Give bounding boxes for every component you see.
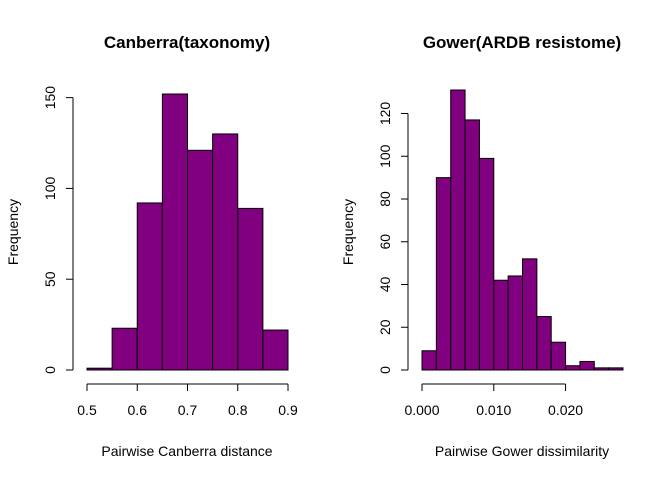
y-tick-label: 0 — [42, 366, 58, 374]
x-tick-label: 0.7 — [178, 402, 198, 418]
histogram-bar — [421, 350, 437, 371]
histogram-bar — [111, 327, 138, 371]
y-tick-label: 0 — [377, 366, 393, 374]
histogram-bar — [608, 367, 624, 371]
x-axis: 0.5 0.6 0.7 0.8 0.9 — [77, 383, 298, 418]
histogram-bar — [237, 207, 264, 371]
histogram-panel-gower: Gower(ARDB resistome) Pairwise Gower dis… — [340, 33, 624, 459]
histogram-bar — [478, 157, 495, 371]
bars — [421, 89, 624, 371]
histogram-bar — [212, 133, 239, 371]
y-axis-label: Frequency — [5, 199, 21, 265]
histogram-bar — [464, 119, 480, 371]
chart-title: Gower(ARDB resistome) — [423, 33, 621, 52]
histogram-bar — [262, 329, 289, 371]
x-axis-label: Pairwise Gower dissimilarity — [435, 443, 609, 459]
x-tick-label: 0.010 — [476, 402, 511, 418]
x-axis: 0.000 0.010 0.020 — [404, 383, 583, 418]
chart-title: Canberra(taxonomy) — [104, 33, 270, 52]
x-tick-label: 0.000 — [404, 402, 439, 418]
y-tick-label: 80 — [377, 191, 393, 207]
y-tick-label: 60 — [377, 234, 393, 250]
y-axis-label: Frequency — [340, 199, 356, 265]
histogram-bar — [435, 177, 452, 371]
y-tick-label: 100 — [377, 144, 393, 168]
histogram-bar — [187, 149, 214, 371]
y-tick-label: 100 — [42, 177, 58, 201]
histogram-bar — [550, 341, 567, 371]
x-tick-label: 0.9 — [278, 402, 298, 418]
y-tick-label: 20 — [377, 319, 393, 335]
histogram-bar — [565, 365, 581, 371]
x-tick-label: 0.6 — [128, 402, 148, 418]
y-tick-label: 120 — [377, 102, 393, 126]
histogram-panel-canberra: Canberra(taxonomy) Pairwise Canberra dis… — [5, 33, 298, 459]
y-axis: 0 20 40 60 80 100 120 — [377, 102, 409, 374]
y-tick-label: 50 — [42, 271, 58, 287]
y-tick-label: 40 — [377, 277, 393, 293]
histogram-bar — [136, 202, 163, 371]
x-tick-label: 0.5 — [77, 402, 97, 418]
histogram-bar — [86, 367, 113, 371]
y-tick-label: 150 — [42, 86, 58, 110]
y-axis: 0 50 100 150 — [42, 86, 74, 374]
histogram-bar — [161, 93, 188, 371]
histogram-bar — [593, 367, 610, 371]
histogram-bar — [579, 360, 595, 371]
x-axis-label: Pairwise Canberra distance — [101, 443, 272, 459]
x-tick-label: 0.020 — [548, 402, 583, 418]
histogram-bar — [522, 258, 538, 371]
histogram-bar — [507, 275, 523, 371]
histogram-bar — [450, 89, 466, 371]
bars — [86, 93, 289, 371]
histogram-bar — [536, 316, 552, 371]
x-tick-label: 0.8 — [228, 402, 248, 418]
histogram-bar — [493, 279, 509, 371]
